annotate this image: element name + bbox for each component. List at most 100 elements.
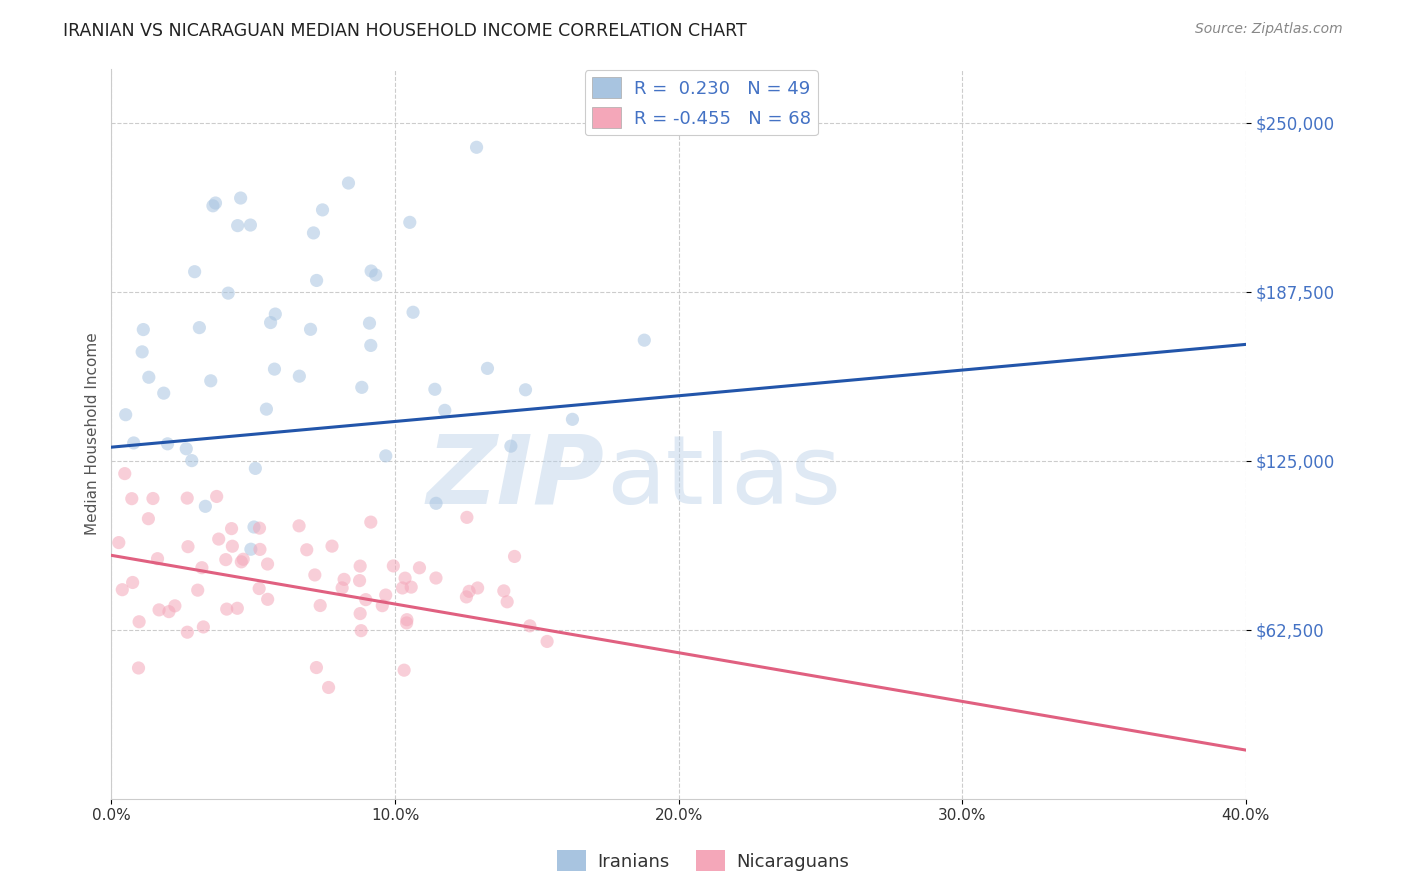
Point (121, 575, 143, 590)
Point (433, 403, 456, 417)
Point (519, 619, 541, 633)
Point (561, 412, 583, 426)
Point (496, 595, 519, 609)
Point (304, 568, 326, 582)
Point (318, 681, 340, 695)
Point (311, 202, 333, 217)
Point (183, 265, 205, 279)
Point (391, 581, 413, 595)
Point (259, 316, 281, 330)
Point (239, 542, 262, 557)
Point (394, 571, 416, 585)
Point (492, 583, 515, 598)
Point (465, 140, 488, 154)
Point (193, 620, 215, 634)
Point (163, 599, 186, 613)
Point (349, 559, 371, 574)
Point (425, 496, 447, 510)
Point (515, 383, 537, 397)
Point (350, 380, 373, 394)
Text: Source: ZipAtlas.com: Source: ZipAtlas.com (1195, 22, 1343, 37)
Point (146, 551, 169, 566)
Legend: Iranians, Nicaraguans: Iranians, Nicaraguans (550, 843, 856, 879)
Point (243, 520, 266, 534)
Text: IRANIAN VS NICARAGUAN MEDIAN HOUSEHOLD INCOME CORRELATION CHART: IRANIAN VS NICARAGUAN MEDIAN HOUSEHOLD I… (63, 22, 747, 40)
Point (288, 518, 311, 533)
Point (458, 584, 481, 599)
Point (423, 382, 446, 396)
Point (204, 196, 226, 211)
Point (200, 374, 222, 388)
Point (247, 582, 270, 596)
Point (337, 176, 360, 190)
Point (180, 453, 202, 467)
Point (350, 624, 373, 638)
Point (114, 408, 136, 422)
Point (188, 320, 211, 334)
Text: ZIP: ZIP (427, 431, 605, 524)
Point (402, 305, 425, 319)
Point (156, 437, 179, 451)
Point (132, 322, 155, 336)
Point (374, 588, 396, 602)
Point (299, 322, 322, 336)
Point (349, 607, 371, 621)
Point (148, 603, 170, 617)
Point (392, 663, 415, 677)
Point (121, 491, 143, 506)
Point (176, 625, 198, 640)
Point (111, 582, 134, 597)
Point (360, 264, 382, 278)
Point (302, 226, 325, 240)
Point (239, 218, 262, 232)
Point (229, 191, 252, 205)
Point (176, 491, 198, 505)
Point (221, 539, 243, 553)
Point (138, 370, 160, 384)
Point (371, 599, 394, 613)
Point (131, 344, 153, 359)
Point (128, 615, 150, 629)
Point (305, 660, 328, 674)
Point (295, 542, 318, 557)
Point (191, 560, 214, 574)
Y-axis label: Median Household Income: Median Household Income (86, 332, 100, 535)
Point (321, 539, 343, 553)
Point (249, 521, 271, 535)
Point (254, 402, 277, 417)
Point (395, 613, 418, 627)
Point (208, 532, 231, 546)
Point (138, 511, 160, 525)
Point (221, 522, 243, 536)
Point (264, 307, 287, 321)
Point (408, 561, 430, 575)
Point (398, 215, 420, 229)
Point (226, 601, 249, 615)
Point (142, 491, 165, 506)
Point (194, 500, 217, 514)
Point (177, 540, 200, 554)
Point (256, 557, 278, 571)
Point (395, 615, 418, 630)
Point (256, 592, 278, 607)
Point (215, 602, 238, 616)
Point (467, 581, 489, 595)
Point (201, 199, 224, 213)
Point (399, 580, 422, 594)
Point (633, 333, 655, 347)
Point (333, 573, 356, 587)
Point (157, 605, 180, 619)
Point (231, 555, 253, 569)
Legend: R =  0.230   N = 49, R = -0.455   N = 68: R = 0.230 N = 49, R = -0.455 N = 68 (585, 70, 818, 136)
Point (503, 549, 526, 564)
Point (374, 449, 396, 463)
Point (382, 558, 405, 573)
Point (128, 661, 150, 675)
Point (288, 369, 311, 384)
Point (425, 571, 447, 585)
Point (536, 634, 558, 648)
Point (456, 590, 478, 604)
Point (305, 273, 328, 287)
Point (456, 510, 478, 524)
Point (364, 268, 387, 282)
